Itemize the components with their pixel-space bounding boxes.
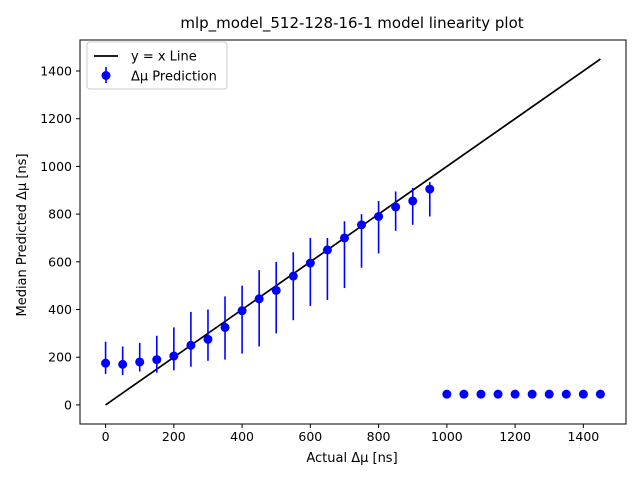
x-axis-label: Actual Δμ [ns] [306,451,397,466]
x-tick-label: 1000 [431,429,463,444]
y-tick-label: 800 [48,207,72,222]
data-point [135,357,145,367]
data-point [186,340,196,350]
x-tick-label: 0 [102,429,110,444]
legend-label-prediction: Δμ Prediction [131,70,217,85]
data-point [254,294,264,304]
data-point [391,202,401,212]
y-tick-label: 0 [64,397,72,412]
data-point [442,389,452,399]
data-point [425,184,435,194]
data-point [288,271,298,281]
legend-frame [86,41,228,90]
chart-title: mlp_model_512-128-16-1 model linearity p… [180,14,523,33]
data-point [544,389,554,399]
x-tick-label: 1400 [567,429,599,444]
data-point [203,334,213,344]
axes-frame [79,39,627,425]
data-point [527,389,537,399]
data-point [101,358,111,368]
data-point [237,306,247,316]
y-tick-label: 600 [48,254,72,269]
y-tick-label: 200 [48,350,72,365]
data-point [152,355,162,365]
data-point [510,389,520,399]
data-point [118,359,128,369]
x-tick-label: 400 [230,429,254,444]
data-point [220,322,230,332]
x-tick-label: 600 [298,429,322,444]
data-point [595,389,605,399]
y-tick-label: 400 [48,302,72,317]
data-point [271,285,281,295]
data-point [561,389,571,399]
legend-point-marker [101,71,111,80]
data-point [322,245,332,255]
plot-area: 0 200 400 600 800 1000 1200 1400 0 200 400 600 800 10… [40,39,627,444]
y-tick-label: 1000 [40,159,72,174]
data-point [459,389,469,399]
data-point [578,389,588,399]
data-point [339,233,349,243]
data-point [493,389,503,399]
data-point [305,258,315,268]
data-point [476,389,486,399]
y-tick-label: 1200 [40,111,72,126]
x-tick-label: 200 [162,429,186,444]
x-tick-label: 800 [367,429,391,444]
x-tick-label: 1200 [499,429,531,444]
data-point [357,220,367,230]
data-point [408,196,418,206]
legend: y = x Line Δμ Prediction [86,41,228,90]
legend-label-reference-line: y = x Line [131,50,197,65]
data-point [169,351,179,361]
y-axis-label: Median Predicted Δμ [ns] [15,153,30,316]
data-point [374,211,384,221]
y-tick-label: 1400 [40,64,72,79]
